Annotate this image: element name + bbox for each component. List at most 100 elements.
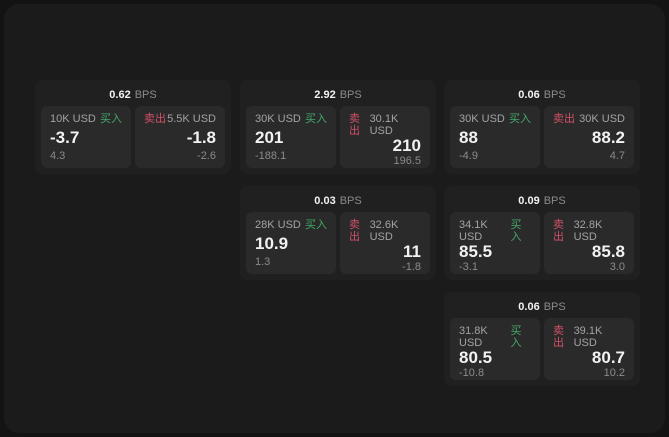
- buy-price: 201: [255, 127, 284, 147]
- buy-quote-cell[interactable]: 34.1K USD 买入 85.5 -3.1: [450, 212, 540, 274]
- quote-body: 10K USD 买入 -3.7 4.3 卖出 5.5K USD -1.8 -2.…: [41, 106, 225, 168]
- buy-amount: 28K USD: [255, 219, 301, 231]
- sell-price: 88.2: [591, 127, 625, 147]
- sell-price: 80.7: [591, 348, 625, 367]
- buy-amount: 30K USD: [459, 113, 505, 125]
- bps-value: 2.92: [314, 89, 336, 101]
- buy-amount: 34.1K USD: [459, 219, 488, 243]
- bps-value: 0.03: [314, 195, 336, 207]
- buy-cell-top: 31.8K USD 买入: [459, 325, 531, 349]
- buy-cell-top: 34.1K USD 买入: [459, 219, 531, 243]
- sell-side-label: 卖出: [553, 113, 575, 125]
- bps-header: 0.09 BPS: [450, 192, 634, 210]
- sell-amount: 5.5K USD: [167, 113, 216, 125]
- bps-unit-label: BPS: [339, 89, 362, 101]
- bps-value: 0.62: [109, 89, 131, 101]
- buy-cell-top: 28K USD 买入: [255, 219, 327, 231]
- quote-card: 0.06 BPS 30K USD 买入 88 -4.9 卖出 30K USD 8…: [444, 80, 640, 174]
- sell-cell-top: 卖出 32.8K USD: [553, 219, 625, 243]
- sell-cell-top: 卖出 39.1K USD: [553, 325, 625, 349]
- sell-amount: 32.8K USD: [573, 219, 603, 243]
- bps-value: 0.06: [518, 301, 540, 313]
- sell-amount: 32.6K USD: [369, 219, 399, 243]
- sell-cell-top: 卖出 32.6K USD: [349, 219, 421, 243]
- buy-delta: 1.3: [255, 256, 271, 268]
- sell-cell-top: 卖出 30K USD: [553, 113, 625, 125]
- buy-price: 80.5: [459, 348, 493, 367]
- quote-card: 0.62 BPS 10K USD 买入 -3.7 4.3 卖出 5.5K USD…: [35, 80, 231, 174]
- sell-amount: 30K USD: [579, 113, 625, 125]
- app-panel: 0.62 BPS 10K USD 买入 -3.7 4.3 卖出 5.5K USD…: [4, 4, 665, 433]
- sell-quote-cell[interactable]: 卖出 30.1K USD 210 196.5: [340, 106, 430, 168]
- buy-delta: 4.3: [50, 150, 66, 162]
- sell-quote-cell[interactable]: 卖出 32.8K USD 85.8 3.0: [544, 212, 634, 274]
- sell-price: 11: [403, 242, 421, 261]
- sell-delta: 10.2: [603, 367, 625, 379]
- bps-header: 0.62 BPS: [41, 86, 225, 104]
- buy-cell-top: 10K USD 买入: [50, 113, 122, 125]
- sell-side-label: 卖出: [144, 113, 166, 125]
- sell-quote-cell[interactable]: 卖出 39.1K USD 80.7 10.2: [544, 318, 634, 380]
- buy-amount: 31.8K USD: [459, 325, 488, 349]
- buy-side-label: 买入: [100, 113, 122, 125]
- quote-card: 0.09 BPS 34.1K USD 买入 85.5 -3.1 卖出 32.8K…: [444, 186, 640, 280]
- buy-amount: 10K USD: [50, 113, 96, 125]
- buy-price: 85.5: [459, 242, 493, 261]
- sell-cell-top: 卖出 5.5K USD: [144, 113, 216, 125]
- sell-cell-top: 卖出 30.1K USD: [349, 113, 421, 137]
- bps-header: 0.06 BPS: [450, 86, 634, 104]
- buy-delta: -4.9: [459, 150, 478, 162]
- sell-side-label: 卖出: [553, 325, 564, 349]
- bps-header: 0.03 BPS: [246, 192, 430, 210]
- bps-unit-label: BPS: [339, 195, 362, 207]
- sell-price: -1.8: [186, 127, 216, 147]
- buy-amount: 30K USD: [255, 113, 301, 125]
- buy-delta: -188.1: [255, 150, 287, 162]
- quote-body: 28K USD 买入 10.9 1.3 卖出 32.6K USD 11 -1.8: [246, 212, 430, 274]
- bps-header: 0.06 BPS: [450, 298, 634, 316]
- buy-price: 88: [459, 127, 478, 147]
- sell-delta: -2.6: [197, 150, 216, 162]
- buy-side-label: 买入: [305, 219, 327, 231]
- sell-amount: 30.1K USD: [369, 113, 399, 137]
- buy-cell-top: 30K USD 买入: [459, 113, 531, 125]
- bps-unit-label: BPS: [543, 301, 566, 313]
- sell-side-label: 卖出: [349, 113, 360, 137]
- sell-quote-cell[interactable]: 卖出 30K USD 88.2 4.7: [544, 106, 634, 168]
- sell-amount: 39.1K USD: [573, 325, 603, 349]
- sell-quote-cell[interactable]: 卖出 32.6K USD 11 -1.8: [340, 212, 430, 274]
- quote-card: 0.06 BPS 31.8K USD 买入 80.5 -10.8 卖出 39.1…: [444, 292, 640, 386]
- bps-value: 0.06: [518, 89, 540, 101]
- quote-card: 0.03 BPS 28K USD 买入 10.9 1.3 卖出 32.6K US…: [240, 186, 436, 280]
- sell-delta: -1.8: [402, 261, 421, 273]
- sell-delta: 196.5: [393, 155, 421, 167]
- sell-side-label: 卖出: [349, 219, 360, 243]
- quote-body: 30K USD 买入 201 -188.1 卖出 30.1K USD 210 1…: [246, 106, 430, 168]
- sell-delta: 4.7: [609, 150, 625, 162]
- buy-quote-cell[interactable]: 30K USD 买入 88 -4.9: [450, 106, 540, 168]
- quote-card: 2.92 BPS 30K USD 买入 201 -188.1 卖出 30.1K …: [240, 80, 436, 174]
- bps-unit-label: BPS: [543, 195, 566, 207]
- sell-price: 85.8: [591, 242, 625, 261]
- bps-header: 2.92 BPS: [246, 86, 430, 104]
- buy-quote-cell[interactable]: 10K USD 买入 -3.7 4.3: [41, 106, 131, 168]
- buy-price: 10.9: [255, 233, 289, 253]
- quote-body: 34.1K USD 买入 85.5 -3.1 卖出 32.8K USD 85.8…: [450, 212, 634, 274]
- buy-quote-cell[interactable]: 28K USD 买入 10.9 1.3: [246, 212, 336, 274]
- buy-quote-cell[interactable]: 31.8K USD 买入 80.5 -10.8: [450, 318, 540, 380]
- quote-body: 31.8K USD 买入 80.5 -10.8 卖出 39.1K USD 80.…: [450, 318, 634, 380]
- buy-price: -3.7: [50, 127, 80, 147]
- buy-side-label: 买入: [509, 113, 531, 125]
- bps-unit-label: BPS: [543, 89, 566, 101]
- buy-delta: -3.1: [459, 261, 478, 273]
- buy-delta: -10.8: [459, 367, 485, 379]
- buy-side-label: 买入: [510, 219, 522, 243]
- buy-cell-top: 30K USD 买入: [255, 113, 327, 125]
- sell-price: 210: [392, 136, 421, 155]
- sell-quote-cell[interactable]: 卖出 5.5K USD -1.8 -2.6: [135, 106, 225, 168]
- quote-body: 30K USD 买入 88 -4.9 卖出 30K USD 88.2 4.7: [450, 106, 634, 168]
- buy-quote-cell[interactable]: 30K USD 买入 201 -188.1: [246, 106, 336, 168]
- bps-unit-label: BPS: [134, 89, 157, 101]
- sell-delta: 3.0: [609, 261, 625, 273]
- sell-side-label: 卖出: [553, 219, 564, 243]
